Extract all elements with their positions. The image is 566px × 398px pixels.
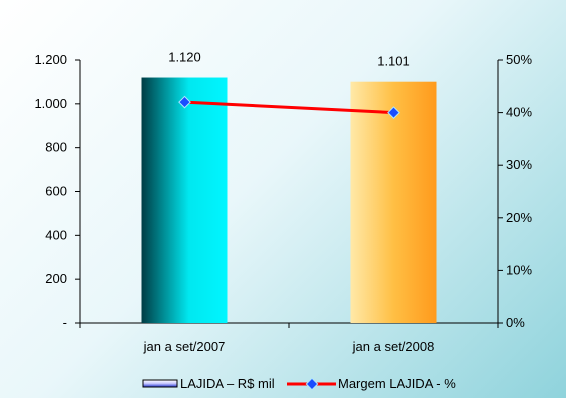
left-tick-label: -: [63, 315, 67, 330]
margem-point-1: [178, 95, 191, 109]
right-ticks: 0% 10% 20% 30% 40% 50%: [498, 52, 532, 330]
bar-data-label: 1.101: [377, 54, 410, 69]
bar-data-label: 1.120: [168, 50, 201, 65]
margem-line: [184, 100, 394, 115]
legend-swatch-lajida: [142, 379, 178, 388]
x-category-label: jan a set/2007: [143, 339, 226, 354]
plot-area: - 200 400 600 800 1.000 1.200 0% 10% 20% 30% 40% 50…: [34, 50, 532, 354]
left-tick-label: 1.200: [34, 52, 67, 67]
x-category-label: jan a set/2008: [352, 339, 435, 354]
right-tick-label: 10%: [506, 262, 532, 277]
legend-label-margem: Margem LAJIDA - %: [338, 376, 456, 391]
margem-point-2: [387, 106, 400, 119]
bars: [141, 77, 437, 324]
legend-label-lajida: LAJIDA – R$ mil: [180, 376, 275, 391]
line-series: [178, 95, 400, 119]
legend-swatch-margem-marker: [305, 377, 319, 391]
left-tick-label: 800: [45, 140, 67, 155]
right-tick-label: 0%: [506, 315, 525, 330]
bar-labels: 1.120 1.101: [168, 50, 410, 69]
left-tick-label: 400: [45, 227, 67, 242]
right-tick-label: 40%: [506, 105, 532, 120]
right-tick-label: 30%: [506, 157, 532, 172]
left-ticks: - 200 400 600 800 1.000 1.200: [34, 52, 80, 330]
left-tick-label: 1.000: [34, 96, 67, 111]
legend: LAJIDA – R$ mil Margem LAJIDA - %: [142, 376, 456, 391]
x-ticks: jan a set/2007 jan a set/2008: [79, 323, 499, 354]
right-tick-label: 50%: [506, 52, 532, 67]
bar-2: [350, 81, 437, 323]
bar-1: [141, 77, 228, 324]
left-tick-label: 200: [45, 271, 67, 286]
left-tick-label: 600: [45, 184, 67, 199]
right-tick-label: 20%: [506, 210, 532, 225]
